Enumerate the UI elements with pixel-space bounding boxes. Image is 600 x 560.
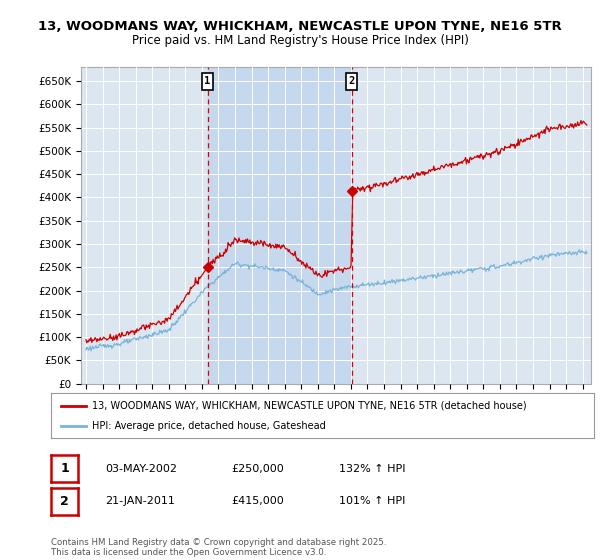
Text: 13, WOODMANS WAY, WHICKHAM, NEWCASTLE UPON TYNE, NE16 5TR (detached house): 13, WOODMANS WAY, WHICKHAM, NEWCASTLE UP… — [92, 400, 526, 410]
Text: £415,000: £415,000 — [231, 496, 284, 506]
Text: 1: 1 — [60, 462, 69, 475]
Text: Price paid vs. HM Land Registry's House Price Index (HPI): Price paid vs. HM Land Registry's House … — [131, 34, 469, 46]
Text: 132% ↑ HPI: 132% ↑ HPI — [339, 464, 406, 474]
Text: £250,000: £250,000 — [231, 464, 284, 474]
Text: 2: 2 — [349, 76, 355, 86]
FancyBboxPatch shape — [346, 73, 358, 90]
Text: 2: 2 — [60, 494, 69, 508]
FancyBboxPatch shape — [202, 73, 213, 90]
Text: 03-MAY-2002: 03-MAY-2002 — [105, 464, 177, 474]
Text: Contains HM Land Registry data © Crown copyright and database right 2025.
This d: Contains HM Land Registry data © Crown c… — [51, 538, 386, 557]
Text: 21-JAN-2011: 21-JAN-2011 — [105, 496, 175, 506]
Text: HPI: Average price, detached house, Gateshead: HPI: Average price, detached house, Gate… — [92, 421, 325, 431]
Text: 101% ↑ HPI: 101% ↑ HPI — [339, 496, 406, 506]
Bar — [208, 67, 352, 384]
Text: 13, WOODMANS WAY, WHICKHAM, NEWCASTLE UPON TYNE, NE16 5TR: 13, WOODMANS WAY, WHICKHAM, NEWCASTLE UP… — [38, 20, 562, 32]
Text: 1: 1 — [205, 76, 211, 86]
